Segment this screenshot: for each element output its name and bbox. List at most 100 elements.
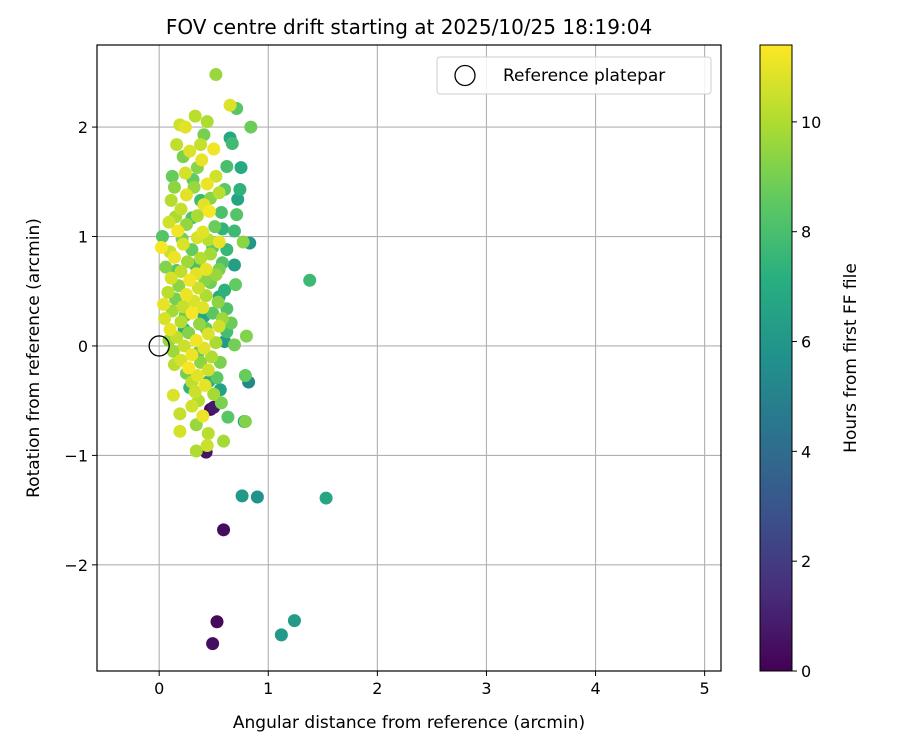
colorbar-tick-label: 2	[801, 552, 811, 571]
data-point	[214, 396, 228, 410]
data-point	[201, 327, 215, 341]
data-point	[181, 255, 195, 269]
data-point	[173, 407, 187, 421]
data-point	[166, 344, 180, 358]
data-point	[207, 142, 221, 156]
data-point	[206, 306, 220, 320]
data-point	[183, 144, 197, 158]
data-point	[197, 128, 211, 142]
data-point	[203, 247, 217, 261]
data-point	[174, 315, 188, 329]
data-point	[210, 615, 224, 629]
data-point	[227, 224, 241, 238]
data-point	[225, 136, 239, 150]
data-point	[190, 209, 204, 223]
data-point	[202, 204, 216, 218]
data-point	[176, 237, 190, 251]
data-point	[158, 312, 172, 326]
data-point	[167, 180, 181, 194]
data-point	[209, 336, 223, 350]
data-point	[227, 338, 241, 352]
data-point	[274, 628, 288, 642]
data-point	[179, 288, 193, 302]
chart-title: FOV centre drift starting at 2025/10/25 …	[166, 15, 652, 39]
legend-label: Reference platepar	[503, 66, 665, 86]
data-point	[244, 120, 258, 134]
data-point	[194, 251, 208, 265]
data-point	[154, 240, 168, 254]
colorbar-ticks: 0 2 4 6 8 10	[792, 113, 821, 681]
data-point	[177, 339, 191, 353]
y-tick-label: 1	[78, 228, 88, 247]
data-point	[217, 523, 231, 537]
data-point	[171, 224, 185, 238]
data-point	[239, 329, 253, 343]
y-axis-ticks: −2 −1 0 1 2	[64, 118, 97, 575]
data-point	[227, 258, 241, 272]
data-point	[206, 637, 220, 651]
plot-frame	[96, 44, 722, 672]
data-point	[287, 614, 301, 628]
data-point	[173, 424, 187, 438]
data-point	[201, 363, 215, 377]
data-point	[166, 388, 180, 402]
data-point	[194, 138, 208, 152]
legend: Reference platepar	[436, 56, 712, 95]
colorbar-tick-label: 8	[801, 223, 811, 242]
data-point	[214, 205, 228, 219]
data-point	[250, 490, 264, 504]
colorbar-tick-label: 6	[801, 333, 811, 352]
data-point	[191, 281, 205, 295]
colorbar-label: Hours from first FF file	[841, 263, 861, 453]
data-point	[189, 444, 203, 458]
data-point	[218, 283, 232, 297]
data-point	[165, 169, 179, 183]
data-point	[233, 182, 247, 196]
data-point	[183, 273, 197, 287]
data-point	[210, 371, 224, 385]
data-points	[154, 68, 333, 651]
data-point	[229, 278, 243, 292]
data-point	[217, 434, 231, 448]
colorbar-tick-label: 4	[801, 442, 811, 461]
x-axis-label: Angular distance from reference (arcmin)	[233, 713, 585, 733]
data-point	[319, 491, 333, 505]
y-tick-label: 0	[78, 337, 88, 356]
colorbar-gradient	[759, 44, 793, 672]
data-point	[174, 202, 188, 216]
data-point	[212, 235, 226, 249]
x-tick-label: 5	[700, 679, 710, 698]
data-point	[185, 399, 199, 413]
data-point	[207, 387, 221, 401]
data-point	[220, 159, 234, 173]
data-point	[223, 98, 237, 112]
data-point	[174, 265, 188, 279]
x-tick-label: 1	[263, 679, 273, 698]
x-tick-label: 0	[154, 679, 164, 698]
data-point	[200, 439, 214, 453]
colorbar-tick-label: 0	[801, 662, 811, 681]
data-point	[178, 120, 192, 134]
x-tick-label: 2	[372, 679, 382, 698]
data-point	[209, 68, 223, 82]
data-point	[200, 115, 214, 129]
data-point	[164, 193, 178, 207]
data-point	[179, 188, 193, 202]
data-point	[231, 192, 245, 206]
data-point	[205, 350, 219, 364]
data-point	[230, 208, 244, 222]
data-point	[208, 220, 222, 234]
data-point	[185, 348, 199, 362]
data-point	[303, 273, 317, 287]
data-point	[163, 323, 177, 337]
data-point	[196, 409, 210, 423]
data-point	[235, 489, 249, 503]
data-point	[161, 285, 175, 299]
reference-marker	[148, 335, 170, 357]
data-point	[170, 138, 184, 152]
data-point	[196, 301, 210, 315]
x-tick-label: 3	[481, 679, 491, 698]
data-point	[200, 177, 214, 191]
data-point	[211, 295, 225, 309]
data-point	[189, 333, 203, 347]
